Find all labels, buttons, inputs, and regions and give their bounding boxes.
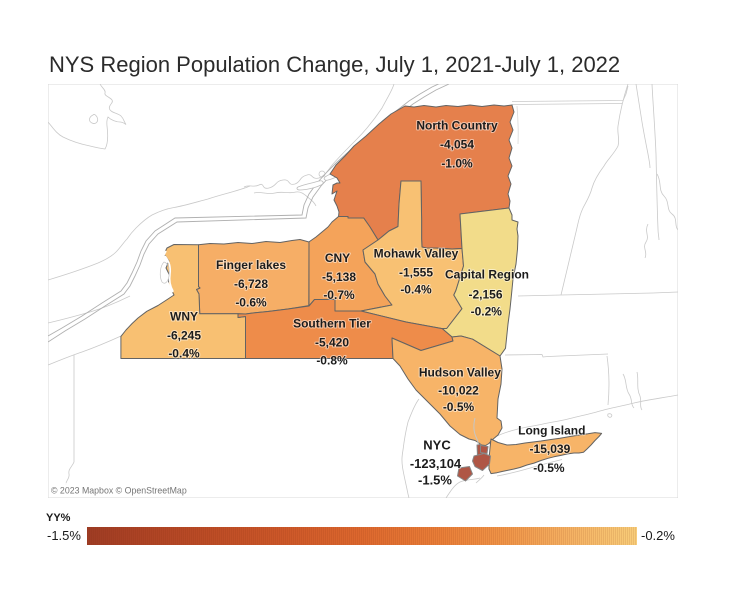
svg-text:-15,039: -15,039: [530, 442, 571, 456]
svg-text:NYC: NYC: [423, 438, 451, 453]
svg-text:Finger lakes: Finger lakes: [216, 258, 286, 272]
svg-text:-5,138: -5,138: [322, 270, 356, 284]
svg-text:-0.5%: -0.5%: [533, 461, 565, 475]
svg-text:-1.0%: -1.0%: [441, 157, 473, 171]
svg-text:-6,728: -6,728: [234, 277, 268, 291]
svg-text:-0.2%: -0.2%: [471, 305, 503, 319]
svg-text:Hudson Valley: Hudson Valley: [419, 366, 501, 380]
svg-text:Southern Tier: Southern Tier: [293, 317, 371, 331]
svg-text:-1.5%: -1.5%: [418, 473, 452, 488]
svg-text:-0.7%: -0.7%: [323, 288, 355, 302]
svg-text:-1,555: -1,555: [399, 266, 433, 280]
svg-text:-0.5%: -0.5%: [443, 400, 475, 414]
svg-text:-2,156: -2,156: [468, 288, 502, 302]
svg-text:-0.6%: -0.6%: [235, 296, 267, 310]
svg-text:Mohawk Valley: Mohawk Valley: [374, 247, 459, 261]
svg-text:WNY: WNY: [170, 310, 198, 324]
svg-text:Long Island: Long Island: [518, 424, 585, 438]
svg-text:-0.4%: -0.4%: [168, 347, 200, 361]
svg-text:-123,104: -123,104: [410, 456, 462, 471]
svg-text:© 2023 Mapbox © OpenStreetMap: © 2023 Mapbox © OpenStreetMap: [51, 486, 187, 496]
svg-text:-5,420: -5,420: [315, 336, 349, 350]
svg-text:-10,022: -10,022: [438, 384, 479, 398]
svg-text:CNY: CNY: [325, 251, 350, 265]
svg-text:-0.4%: -0.4%: [400, 283, 432, 297]
svg-text:-0.8%: -0.8%: [316, 354, 348, 368]
svg-text:North Country: North Country: [416, 119, 498, 133]
svg-text:-4,054: -4,054: [440, 138, 474, 152]
svg-text:-6,245: -6,245: [167, 329, 201, 343]
svg-text:Capital Region: Capital Region: [445, 268, 529, 282]
